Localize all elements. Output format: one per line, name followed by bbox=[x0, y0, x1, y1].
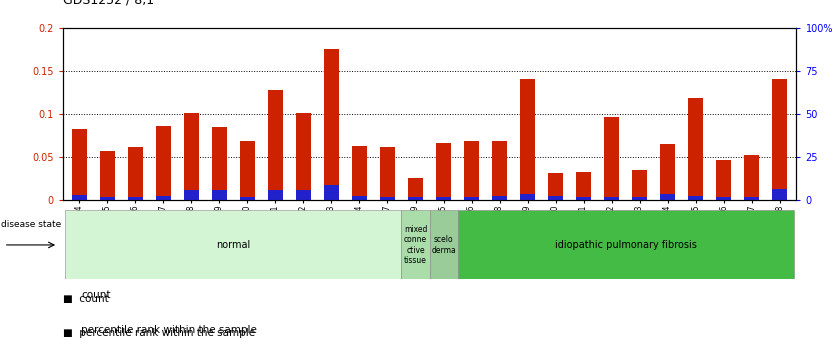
Bar bbox=[128, 147, 143, 200]
Text: normal: normal bbox=[216, 240, 250, 250]
Bar bbox=[632, 197, 647, 200]
Bar bbox=[688, 196, 703, 200]
Bar bbox=[604, 117, 620, 200]
Text: idiopathic pulmonary fibrosis: idiopathic pulmonary fibrosis bbox=[555, 240, 696, 250]
Bar bbox=[100, 197, 115, 200]
Bar bbox=[632, 170, 647, 200]
Bar bbox=[296, 113, 311, 200]
Bar bbox=[296, 190, 311, 200]
Text: ■  count: ■ count bbox=[63, 294, 108, 304]
Text: GDS1252 / 8,1: GDS1252 / 8,1 bbox=[63, 0, 153, 7]
Bar bbox=[716, 159, 731, 200]
Text: ■  percentile rank within the sample: ■ percentile rank within the sample bbox=[63, 328, 254, 338]
Bar bbox=[520, 79, 535, 200]
Bar bbox=[72, 195, 87, 200]
Bar bbox=[183, 113, 199, 200]
Bar bbox=[436, 197, 451, 200]
Bar bbox=[212, 190, 227, 200]
Bar bbox=[688, 98, 703, 200]
Bar bbox=[492, 196, 507, 200]
Bar bbox=[379, 197, 395, 200]
Bar bbox=[436, 143, 451, 200]
Bar bbox=[128, 197, 143, 200]
Bar bbox=[379, 148, 395, 200]
Bar bbox=[548, 172, 563, 200]
Bar bbox=[458, 210, 794, 279]
Bar bbox=[72, 129, 87, 200]
Bar bbox=[430, 210, 458, 279]
Text: count: count bbox=[81, 290, 110, 300]
Bar bbox=[183, 190, 199, 200]
Bar bbox=[548, 196, 563, 200]
Bar bbox=[492, 141, 507, 200]
Bar bbox=[239, 141, 255, 200]
Bar bbox=[401, 210, 430, 279]
Bar bbox=[268, 90, 284, 200]
Text: scelo
derma: scelo derma bbox=[431, 235, 456, 255]
Bar bbox=[324, 185, 339, 200]
Bar bbox=[575, 171, 591, 200]
Bar bbox=[772, 189, 787, 200]
Bar bbox=[464, 141, 480, 200]
Bar bbox=[268, 190, 284, 200]
Bar bbox=[156, 196, 171, 200]
Bar bbox=[660, 194, 676, 200]
Text: mixed
conne
ctive
tissue: mixed conne ctive tissue bbox=[404, 225, 427, 265]
Bar bbox=[212, 127, 227, 200]
Bar bbox=[100, 151, 115, 200]
Bar bbox=[660, 144, 676, 200]
Bar bbox=[408, 197, 423, 200]
Bar bbox=[744, 155, 759, 200]
Text: percentile rank within the sample: percentile rank within the sample bbox=[81, 325, 257, 335]
Text: disease state: disease state bbox=[1, 220, 61, 229]
Bar bbox=[464, 197, 480, 200]
Bar bbox=[716, 197, 731, 200]
Bar bbox=[772, 79, 787, 200]
Bar bbox=[352, 146, 367, 200]
Bar bbox=[239, 197, 255, 200]
Bar bbox=[604, 197, 620, 200]
Bar bbox=[65, 210, 401, 279]
Bar bbox=[408, 178, 423, 200]
Bar bbox=[156, 126, 171, 200]
Bar bbox=[575, 197, 591, 200]
Bar bbox=[520, 194, 535, 200]
Bar bbox=[352, 196, 367, 200]
Bar bbox=[324, 49, 339, 200]
Bar bbox=[744, 197, 759, 200]
